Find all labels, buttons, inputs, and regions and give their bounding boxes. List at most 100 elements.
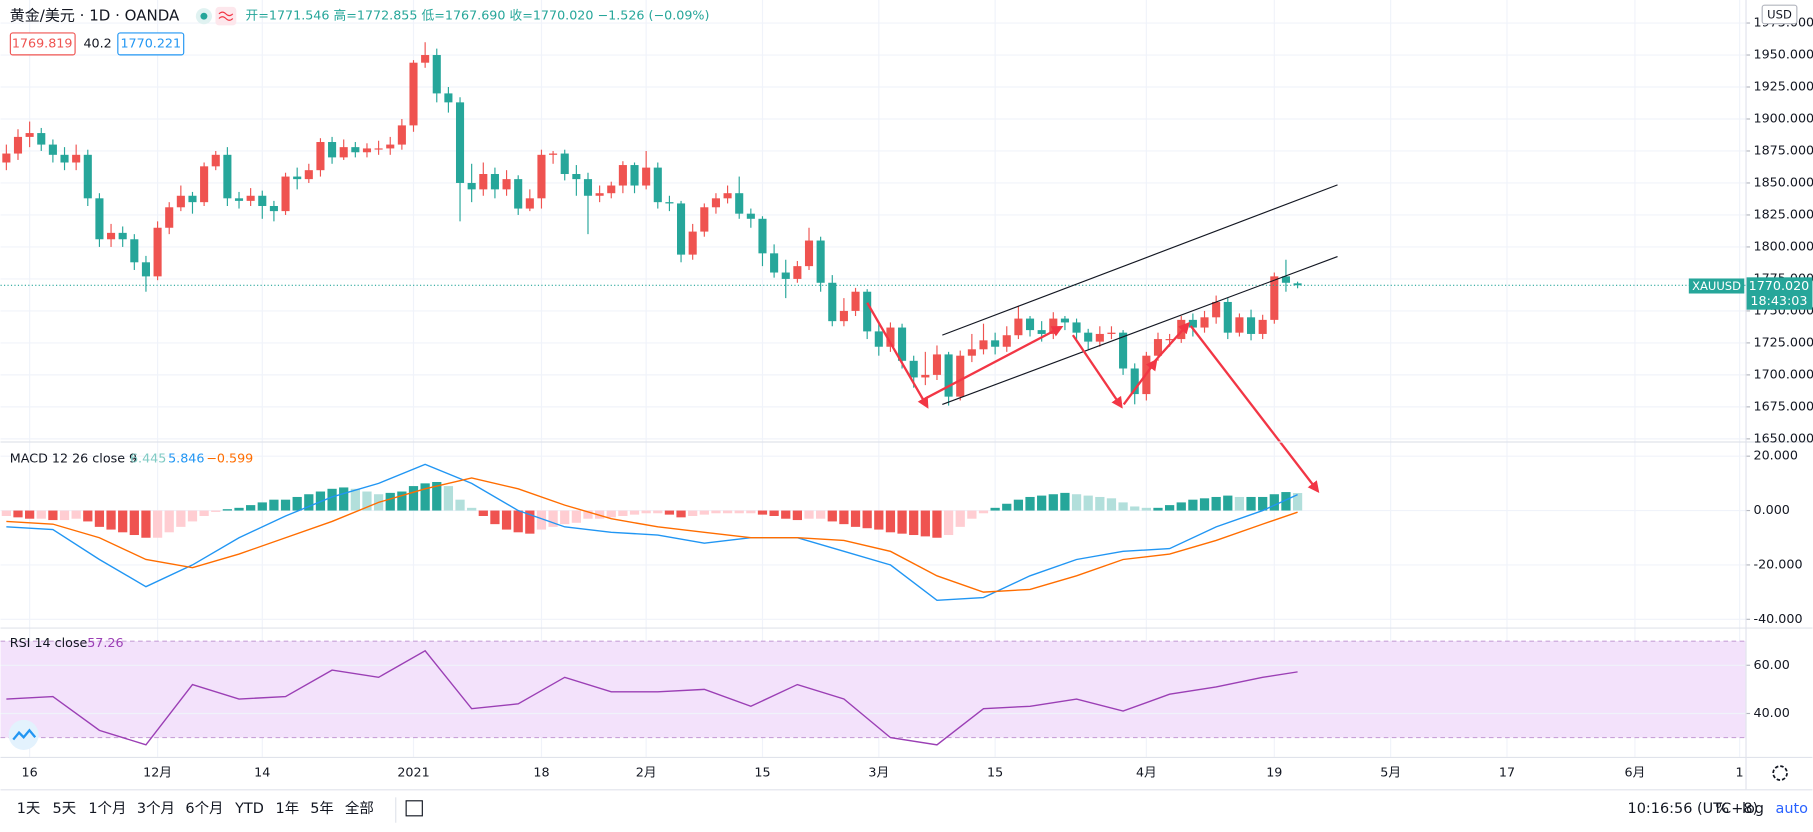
countdown: 18:43:03: [1750, 293, 1807, 308]
range-button[interactable]: 1个月: [88, 800, 126, 817]
candle-body: [200, 166, 209, 203]
y-tick-label: -40.000: [1754, 611, 1803, 626]
y-tick-label: 20.000: [1754, 448, 1798, 463]
range-button[interactable]: 全部: [345, 799, 374, 817]
candle-body: [653, 167, 662, 203]
candle-body: [1200, 317, 1209, 328]
arrow[interactable]: [1122, 358, 1158, 406]
histogram-bar: [432, 482, 442, 511]
candle-body: [1025, 318, 1035, 331]
x-tick-label: 5月: [1380, 765, 1401, 780]
arrow[interactable]: [1071, 334, 1123, 409]
trend-line[interactable]: [942, 255, 1338, 405]
arrow[interactable]: [866, 302, 929, 409]
x-tick-label: 18: [533, 765, 549, 780]
candle-body: [223, 154, 232, 199]
trend-line[interactable]: [942, 184, 1338, 336]
histogram-bar: [606, 510, 616, 518]
candle-body: [1165, 339, 1174, 341]
y-tick-label: 1900.000: [1754, 110, 1813, 125]
histogram-bar: [1141, 507, 1151, 511]
histogram-bar: [943, 510, 954, 536]
candle-body: [828, 282, 837, 322]
candle-body: [234, 198, 244, 201]
macd-legend-value: 6.445: [130, 450, 166, 465]
candle-body: [851, 291, 860, 311]
macd-legend-value: −0.599: [206, 450, 253, 465]
candle-body: [362, 148, 372, 153]
histogram-bar: [839, 510, 849, 525]
histogram-bar: [397, 491, 407, 511]
histogram-bar: [1258, 496, 1268, 511]
spread: 40.2: [83, 35, 111, 50]
range-button[interactable]: 5天: [53, 801, 77, 817]
arrow[interactable]: [924, 325, 1064, 400]
histogram-bar: [350, 488, 360, 511]
histogram-bar: [478, 510, 488, 516]
grid-layer: [0, 0, 1751, 757]
range-button[interactable]: 1天: [17, 801, 41, 817]
x-tick-label: 19: [1266, 765, 1282, 780]
histogram-bar: [1118, 502, 1128, 511]
histogram-bar: [36, 510, 46, 519]
range-button[interactable]: 3个月: [137, 800, 175, 817]
currency-box[interactable]: [1761, 4, 1798, 25]
histogram-bar: [1002, 503, 1012, 511]
histogram-bar: [199, 510, 209, 516]
histogram-bar: [804, 510, 814, 519]
histogram-bar: [699, 510, 709, 515]
histogram-bar: [71, 510, 81, 519]
range-button[interactable]: YTD: [234, 801, 264, 817]
candle-body: [455, 102, 465, 183]
candle-body: [1258, 319, 1267, 334]
histogram-bar: [257, 502, 267, 511]
sell-badge[interactable]: [9, 32, 76, 56]
compare-icon[interactable]: [405, 800, 423, 817]
candle-body: [339, 147, 348, 158]
candle-body: [1072, 322, 1081, 333]
arrow[interactable]: [1189, 325, 1320, 493]
candle-body: [409, 62, 418, 126]
currency[interactable]: USD: [1767, 8, 1792, 22]
histogram-bar: [83, 510, 93, 522]
candle-body: [863, 291, 872, 332]
candle-body: [921, 374, 930, 378]
logo[interactable]: [8, 719, 39, 750]
rsi-band: [0, 641, 1746, 738]
candle-body: [211, 154, 220, 167]
histogram-bar: [211, 510, 221, 512]
histogram-bar: [1106, 498, 1117, 511]
candle-body: [607, 185, 616, 194]
candle-body: [630, 165, 639, 186]
candle-body: [991, 340, 1000, 347]
histogram-bar: [676, 510, 686, 518]
arrow[interactable]: [1148, 321, 1190, 369]
percent-toggle[interactable]: %: [1715, 801, 1729, 817]
sell-price[interactable]: 1769.819: [12, 35, 73, 50]
range-button[interactable]: 5年: [310, 800, 334, 817]
candle-body: [1270, 276, 1279, 320]
histogram-bar: [490, 510, 500, 525]
market-icon: [215, 6, 237, 26]
candle-body: [1130, 368, 1139, 395]
histogram-bar: [362, 491, 372, 511]
buy-badge[interactable]: [117, 32, 185, 56]
range-button[interactable]: 6个月: [185, 800, 223, 817]
candle-body: [1060, 318, 1069, 323]
drawings: [866, 184, 1338, 493]
auto-toggle[interactable]: auto: [1775, 801, 1808, 817]
histogram-bar: [722, 510, 733, 514]
candle-body: [874, 331, 883, 347]
histogram-bar: [48, 510, 58, 521]
x-tick-label: 15: [987, 765, 1003, 780]
buy-price[interactable]: 1770.221: [120, 35, 181, 50]
log-toggle[interactable]: log: [1742, 801, 1764, 817]
candle-body: [688, 231, 697, 255]
candle-body: [816, 240, 825, 283]
candle-body: [397, 125, 406, 145]
candle-body: [48, 144, 57, 155]
x-tick-label: 1: [1736, 765, 1744, 780]
settings-icon[interactable]: [1772, 765, 1788, 781]
range-button[interactable]: 1年: [276, 800, 300, 817]
